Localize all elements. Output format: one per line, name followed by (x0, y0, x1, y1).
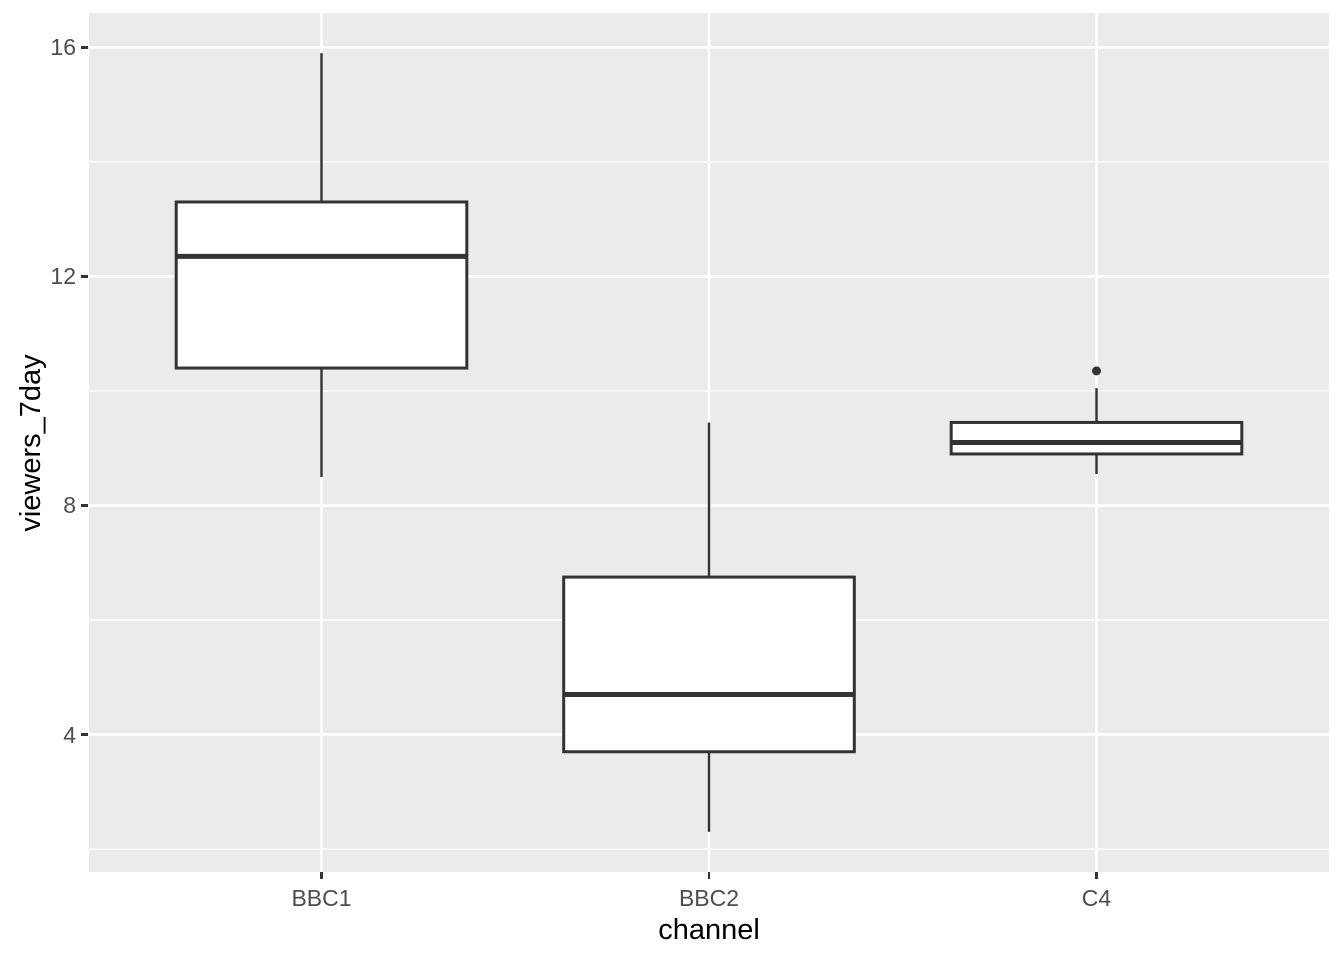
box-iqr (949, 420, 1244, 456)
outlier-point (1092, 366, 1101, 376)
box-iqr (174, 200, 469, 370)
x-tick-mark (707, 872, 711, 879)
y-tick-mark (81, 733, 88, 736)
y-tick-label: 16 (50, 34, 76, 61)
box-iqr (562, 575, 856, 754)
y-tick-mark (81, 504, 88, 507)
y-tick-mark (81, 46, 88, 49)
x-axis-title: channel (658, 914, 760, 946)
y-tick-label: 12 (50, 263, 76, 290)
boxplot-canvas (89, 13, 1329, 872)
x-tick-label: BBC1 (291, 885, 352, 911)
y-tick-mark (81, 275, 88, 278)
x-tick-label: BBC2 (678, 885, 740, 911)
x-tick-mark (320, 872, 323, 879)
plot-panel (89, 13, 1329, 872)
y-axis-title: viewers_7day (15, 354, 47, 532)
x-tick-label: C4 (1081, 885, 1112, 911)
x-tick-mark (1095, 872, 1098, 879)
y-tick-label: 8 (63, 492, 76, 519)
y-tick-label: 4 (63, 721, 76, 748)
